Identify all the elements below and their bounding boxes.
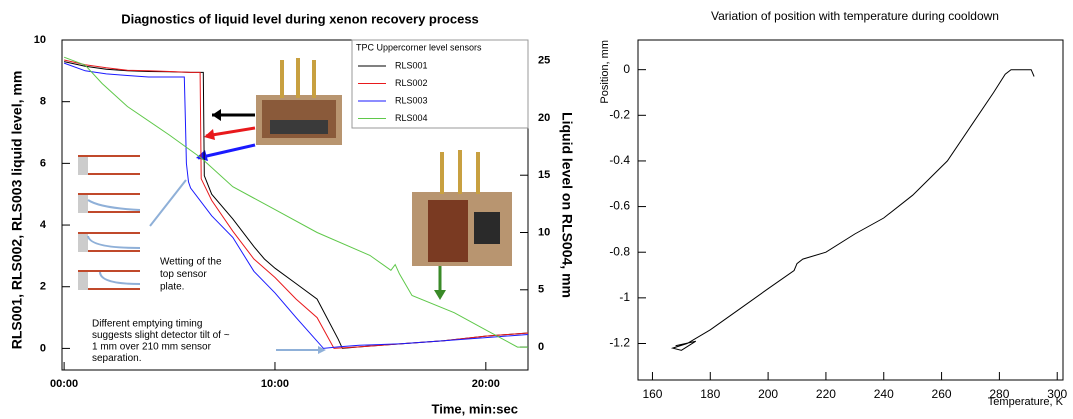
arrows [149,109,446,354]
annotation: plate. [160,282,184,293]
y2-axis-label: Liquid level on RLS004, mm [559,112,575,298]
x-tick-label: 220 [816,387,836,401]
x-axis-label: Temperature, K [988,396,1064,408]
y-tick-label: -0.4 [609,153,630,167]
x-tick-label: 180 [700,387,720,401]
chart-title: Diagnostics of liquid level during xenon… [121,11,479,26]
annotation: suggests slight detector tilt of ~ [92,330,230,341]
x-tick-label: 260 [932,387,952,401]
y2-tick-label: 10 [538,226,550,238]
series-line [63,59,529,349]
annotation: 1 mm over 210 mm sensor [92,342,212,353]
x-tick-label: 280 [989,387,1009,401]
y-tick-label: 6 [40,157,46,169]
x-tick-label: 300 [1047,387,1067,401]
chart-title: Variation of position with temperature d… [711,9,999,23]
y-tick-label: 0 [40,342,46,354]
series-line [670,69,1035,351]
y2-tick-label: 25 [538,55,550,67]
x-tick-label: 20:00 [472,378,500,390]
plot-frame [637,39,1064,381]
x-tick-label: 200 [758,387,778,401]
x-axis-label: Time, min:sec [432,401,518,416]
plot-frame [61,39,529,371]
x-tick-label: 00:00 [50,378,78,390]
legend-label: RLS001 [395,60,428,70]
y-tick-label: -1 [619,290,630,304]
y-tick-label: 2 [40,281,46,293]
y-tick-label: -1.2 [609,336,630,350]
y2-tick-label: 20 [538,112,550,124]
sensor-photo-top [256,58,342,145]
y-tick-label: -0.8 [609,244,630,258]
x-tick-label: 240 [874,387,894,401]
y-axis-label: RLS001, RLS002, RLS003 liquid level, mm [9,71,25,350]
y2-tick-label: 0 [538,341,544,353]
legend-label: RLS002 [395,78,428,88]
x-tick-label: 10:00 [261,378,289,390]
annotation: top sensor [160,269,207,280]
annotation: separation. [92,353,141,364]
y-tick-label: 0 [623,62,630,76]
x-tick-label: 160 [642,387,662,401]
series-line [63,62,529,349]
y-tick-label: -0.6 [609,199,630,213]
y-tick-label: 8 [40,96,46,108]
y-tick-label: 4 [40,219,47,231]
annotation: Wetting of the [160,257,222,268]
legend-label: RLS004 [395,113,428,123]
wetting-schematic [78,155,141,290]
annotation: Different emptying timing [92,319,202,330]
legend-title: TPC Uppercorner level sensors [356,42,482,52]
series-line [63,56,528,348]
y-tick-label: 10 [34,34,46,46]
y2-tick-label: 5 [538,284,544,296]
y-tick-label: -0.2 [609,107,630,121]
y-axis-label: Position, mm [599,40,611,104]
y2-tick-label: 15 [538,169,550,181]
legend-label: RLS003 [395,95,428,105]
sensor-photo-bottom [412,150,512,266]
